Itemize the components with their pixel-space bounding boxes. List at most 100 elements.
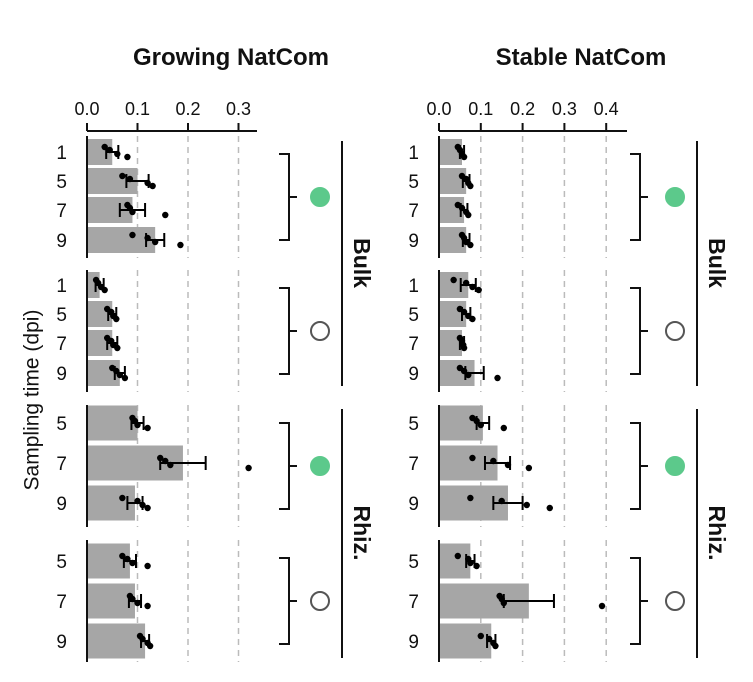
category-label: 9 — [56, 364, 67, 385]
category-label: 9 — [408, 494, 419, 515]
data-point — [245, 464, 252, 472]
location-label: Bulk — [349, 238, 375, 288]
data-point — [144, 234, 151, 242]
data-point — [469, 315, 476, 323]
x-tick-label: 0.4 — [594, 99, 619, 119]
bar — [88, 623, 146, 659]
location-label: Rhiz. — [704, 506, 730, 561]
data-point — [144, 424, 151, 432]
data-point — [500, 424, 507, 432]
filled-circle-marker — [310, 456, 330, 476]
data-point — [477, 421, 484, 429]
category-label: 1 — [408, 276, 419, 297]
data-point — [144, 504, 151, 512]
data-point — [454, 552, 462, 560]
data-point — [167, 461, 174, 469]
data-point — [119, 172, 126, 180]
group-bracket — [630, 287, 648, 375]
panel-title: Growing NatCom — [133, 44, 329, 71]
data-point — [124, 153, 131, 161]
category-label: 5 — [408, 414, 419, 435]
data-point — [144, 602, 151, 610]
category-label: 9 — [56, 231, 67, 252]
bar — [88, 405, 138, 441]
data-point — [467, 182, 474, 190]
x-tick-label: 0.0 — [74, 99, 99, 119]
data-point — [129, 559, 136, 567]
category-label: 1 — [56, 143, 67, 164]
data-point — [126, 175, 134, 183]
category-label: 7 — [56, 454, 67, 475]
data-point — [177, 241, 184, 249]
category-label: 9 — [408, 364, 419, 385]
data-point — [546, 504, 553, 512]
data-point — [475, 286, 482, 294]
open-circle-marker — [310, 321, 330, 341]
data-point — [460, 308, 468, 316]
data-point — [146, 642, 154, 650]
data-point — [485, 635, 493, 643]
category-label: 5 — [56, 172, 67, 193]
x-tick-label: 0.1 — [468, 99, 493, 119]
data-point — [500, 599, 507, 607]
x-tick-label: 0.3 — [552, 99, 577, 119]
data-point — [492, 642, 499, 650]
data-point — [119, 494, 126, 502]
category-label: 7 — [56, 334, 67, 355]
category-label: 7 — [56, 592, 67, 613]
data-point — [134, 599, 141, 607]
category-label: 9 — [56, 494, 67, 515]
data-point — [151, 238, 159, 246]
data-point — [473, 417, 480, 425]
data-point — [465, 211, 472, 219]
data-point — [129, 208, 136, 216]
data-point — [462, 279, 470, 287]
bar — [440, 168, 467, 194]
category-label: 7 — [408, 592, 419, 613]
data-point — [101, 143, 108, 151]
data-point — [473, 562, 480, 570]
data-point — [498, 497, 505, 505]
data-point — [119, 552, 126, 560]
data-point — [477, 632, 484, 640]
bar — [440, 623, 492, 659]
data-point — [124, 555, 131, 563]
data-point — [450, 276, 457, 284]
data-point — [467, 241, 474, 249]
category-label: 5 — [56, 414, 67, 435]
data-point — [121, 374, 129, 382]
location-label: Bulk — [704, 238, 730, 288]
data-point — [139, 501, 146, 509]
data-point — [490, 457, 497, 465]
bar — [440, 330, 462, 356]
category-label: 5 — [408, 172, 419, 193]
location-label: Rhiz. — [349, 506, 375, 561]
x-tick-label: 0.0 — [426, 99, 451, 119]
category-label: 9 — [408, 231, 419, 252]
data-point — [494, 374, 501, 382]
data-point — [149, 182, 156, 190]
data-point — [598, 602, 606, 610]
open-circle-marker — [665, 321, 685, 341]
data-point — [157, 454, 164, 462]
category-label: 7 — [408, 454, 419, 475]
data-point — [469, 454, 476, 462]
group-bracket — [279, 153, 297, 241]
data-point — [139, 635, 146, 643]
category-label: 5 — [408, 552, 419, 573]
filled-circle-marker — [665, 187, 685, 207]
group-bracket — [630, 557, 648, 645]
data-point — [504, 461, 512, 469]
open-circle-marker — [310, 591, 330, 611]
group-bracket — [279, 287, 297, 375]
x-tick-label: 0.3 — [226, 99, 251, 119]
y-axis-label: Sampling time (dpi) — [21, 310, 44, 491]
group-bracket — [279, 422, 297, 510]
data-point — [116, 371, 124, 379]
group-bracket — [630, 422, 648, 510]
data-point — [525, 464, 533, 472]
data-point — [460, 344, 468, 352]
data-point — [113, 315, 120, 323]
filled-circle-marker — [310, 187, 330, 207]
